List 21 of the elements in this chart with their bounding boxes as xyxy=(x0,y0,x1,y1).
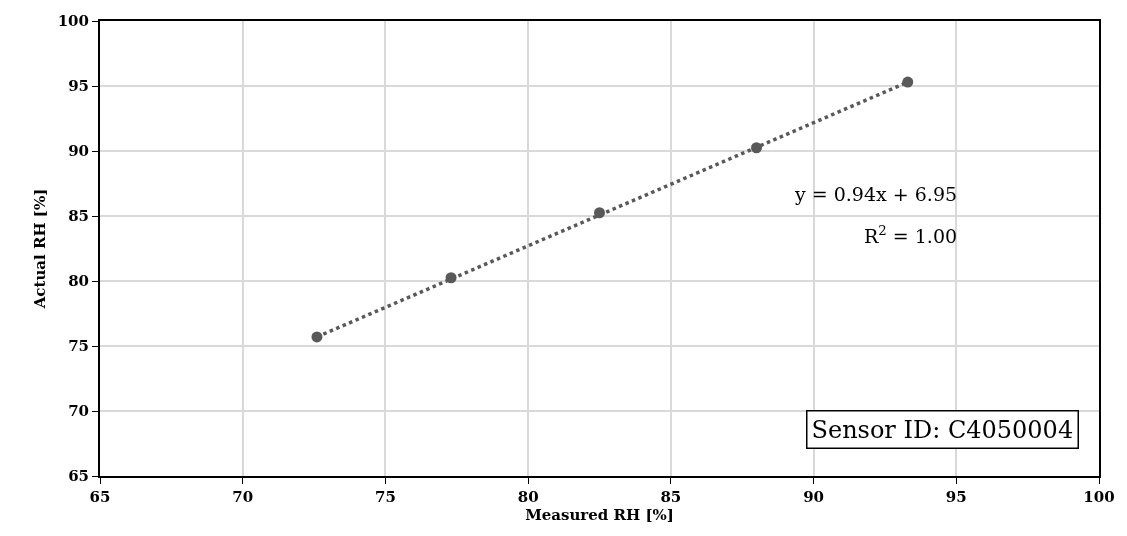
y-tick-label: 70 xyxy=(68,402,89,421)
x-tick-label: 90 xyxy=(803,488,825,506)
x-tick-label: 80 xyxy=(517,488,539,506)
annotation: Sensor ID: C4050004 xyxy=(811,415,1074,444)
x-tick-label: 70 xyxy=(232,488,254,506)
y-tick-label: 65 xyxy=(68,467,89,486)
y-axis-title: Actual RH [%] xyxy=(31,188,50,310)
x-tick-label: 75 xyxy=(374,488,396,506)
x-tick-label: 65 xyxy=(89,488,111,506)
y-tick-label: 75 xyxy=(68,337,89,356)
y-tick-label: 80 xyxy=(68,272,89,291)
annotation: R$^{2}$ = 1.00 xyxy=(864,223,958,247)
y-tick-label: 85 xyxy=(68,207,89,226)
x-tick-label: 85 xyxy=(660,488,682,506)
annotation: y = 0.94x + 6.95 xyxy=(794,183,958,205)
x-tick-label: 95 xyxy=(945,488,967,506)
x-axis-title: Measured RH [%] xyxy=(525,506,674,524)
y-tick-label: 90 xyxy=(68,142,89,161)
y-tick-label: 95 xyxy=(68,77,89,96)
x-tick-label: 100 xyxy=(1083,488,1115,506)
y-tick-label: 100 xyxy=(57,12,89,31)
